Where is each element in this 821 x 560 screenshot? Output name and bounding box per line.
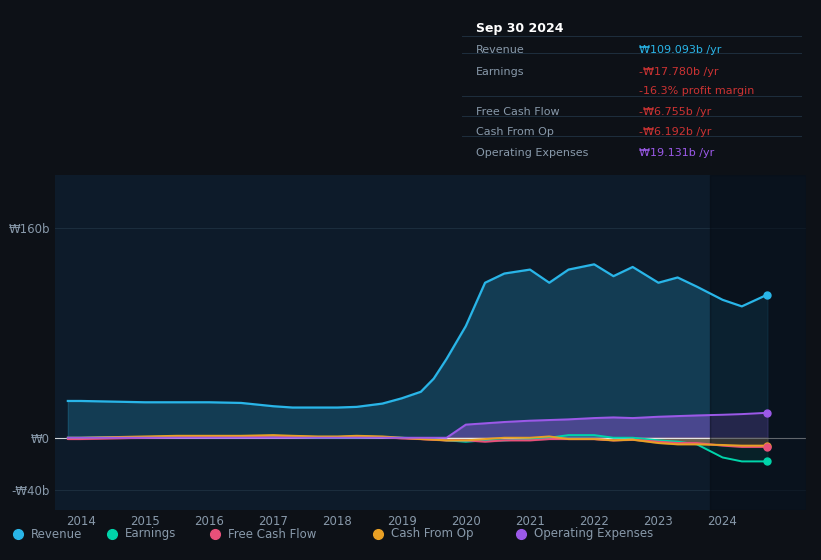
Text: Free Cash Flow: Free Cash Flow [475,107,559,116]
Text: -16.3% profit margin: -16.3% profit margin [639,86,754,96]
Text: Operating Expenses: Operating Expenses [475,148,588,158]
Text: Revenue: Revenue [475,45,525,54]
Text: Free Cash Flow: Free Cash Flow [228,528,317,540]
Text: Sep 30 2024: Sep 30 2024 [475,22,563,35]
Text: Revenue: Revenue [31,528,83,540]
Text: -₩6.192b /yr: -₩6.192b /yr [639,128,711,137]
Text: Cash From Op: Cash From Op [475,128,553,137]
Text: ₩19.131b /yr: ₩19.131b /yr [639,148,714,158]
Polygon shape [709,175,806,510]
Text: -₩17.780b /yr: -₩17.780b /yr [639,67,718,77]
Text: Earnings: Earnings [475,67,524,77]
Text: Earnings: Earnings [125,528,177,540]
Text: -₩6.755b /yr: -₩6.755b /yr [639,107,711,116]
Text: ₩109.093b /yr: ₩109.093b /yr [639,45,721,54]
Text: Cash From Op: Cash From Op [391,528,473,540]
Text: Operating Expenses: Operating Expenses [534,528,653,540]
